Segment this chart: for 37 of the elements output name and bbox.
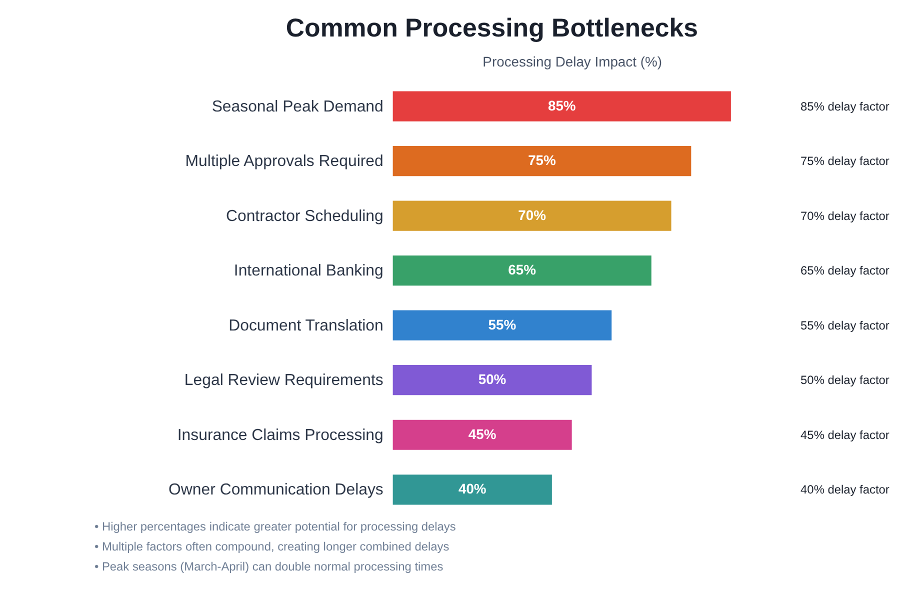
text: 40% delay factor — [800, 482, 890, 497]
x-axis-title: Processing Delay Impact (%) — [482, 54, 662, 70]
y-tick-label: Insurance Claims Processing — [177, 426, 384, 444]
y-tick-label: Contractor Scheduling — [226, 208, 384, 225]
text: 65% delay factor — [800, 264, 890, 278]
y-tick-label: Document Translation — [228, 317, 384, 334]
text: 75% delay factor — [800, 154, 890, 168]
bar — [392, 200, 672, 231]
y-tick-label: Multiple Approvals Required — [185, 153, 384, 170]
bar — [392, 310, 612, 340]
text: 70% delay factor — [800, 208, 890, 223]
chart-title: Common Processing Bottlenecks — [286, 14, 698, 42]
text: 50% delay factor — [800, 373, 890, 388]
bar — [392, 474, 552, 505]
bar — [392, 146, 692, 176]
text: • Peak seasons (March-April) can double normal processing times — [94, 559, 444, 574]
data-label: 50% — [478, 371, 506, 388]
data-label: 75% — [528, 152, 556, 168]
y-tick-label: Owner Communication Delays — [168, 482, 384, 499]
data-label: 70% — [518, 206, 546, 223]
y-tick-label: International Banking — [234, 262, 384, 280]
text: • Higher percentages indicate greater potential for processing delays — [94, 520, 456, 534]
data-label: 55% — [488, 316, 516, 332]
data-label: 40% — [458, 480, 486, 497]
bar — [392, 365, 592, 396]
y-tick-label: Seasonal Peak Demand — [212, 98, 384, 116]
bar — [392, 91, 731, 122]
text: 55% delay factor — [800, 318, 890, 332]
text: 85% delay factor — [800, 99, 890, 114]
bar — [392, 256, 652, 286]
text: • Multiple factors often compound, creating longer combined delays — [94, 540, 450, 554]
text: 45% delay factor — [800, 428, 890, 442]
data-label: 45% — [468, 426, 496, 442]
bar — [392, 420, 572, 450]
data-label: 85% — [548, 97, 576, 114]
data-label: 65% — [508, 262, 536, 278]
y-tick-label: Legal Review Requirements — [184, 372, 384, 390]
